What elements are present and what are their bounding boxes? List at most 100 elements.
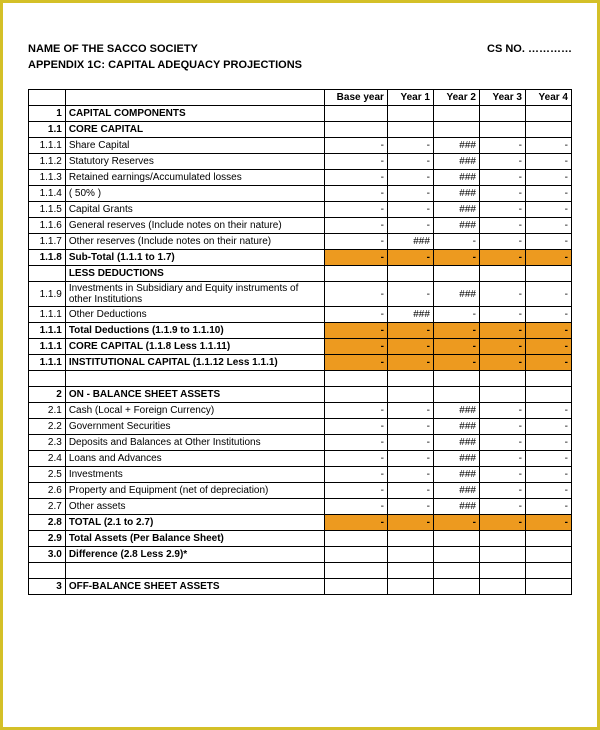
row-value xyxy=(324,387,387,403)
row-value xyxy=(387,122,433,138)
row-number: 1.1.1 xyxy=(29,339,66,355)
row-description: Government Securities xyxy=(65,419,324,435)
row-value: ### xyxy=(387,307,433,323)
table-row: 1.1.1Other Deductions-###--- xyxy=(29,307,572,323)
table-row: LESS DEDUCTIONS xyxy=(29,266,572,282)
row-value xyxy=(433,371,479,387)
table-row: 3.0 Difference (2.8 Less 2.9)* xyxy=(29,547,572,563)
row-description: Cash (Local + Foreign Currency) xyxy=(65,403,324,419)
table-body: 1CAPITAL COMPONENTS1.1CORE CAPITAL 1.1.1 S… xyxy=(29,106,572,595)
csno-label: CS NO. xyxy=(487,43,525,55)
row-value xyxy=(433,106,479,122)
row-value: ### xyxy=(433,170,479,186)
row-value: - xyxy=(387,218,433,234)
row-value xyxy=(324,579,387,595)
table-row: 2.3 Deposits and Balances at Other Insti… xyxy=(29,435,572,451)
row-value xyxy=(479,371,525,387)
row-value: - xyxy=(387,339,433,355)
row-value: - xyxy=(479,403,525,419)
table-row: 2.5Investments--###-- xyxy=(29,467,572,483)
row-description: ON - BALANCE SHEET ASSETS xyxy=(65,387,324,403)
table-row: 2.7Other assets--###-- xyxy=(29,499,572,515)
row-number: 2.6 xyxy=(29,483,66,499)
row-value: - xyxy=(324,403,387,419)
row-value: - xyxy=(324,250,387,266)
row-value xyxy=(479,387,525,403)
csno-dots: ………… xyxy=(528,43,572,55)
table-row: 1CAPITAL COMPONENTS xyxy=(29,106,572,122)
row-value: - xyxy=(324,355,387,371)
row-number xyxy=(29,266,66,282)
row-value: - xyxy=(387,435,433,451)
row-number: 1.1.1 xyxy=(29,355,66,371)
row-value: - xyxy=(324,515,387,531)
row-description: Share Capital xyxy=(65,138,324,154)
row-value: - xyxy=(324,186,387,202)
row-number: 2.4 xyxy=(29,451,66,467)
row-value: ### xyxy=(433,138,479,154)
row-value xyxy=(479,531,525,547)
row-value xyxy=(525,579,571,595)
row-value: - xyxy=(324,234,387,250)
row-value: - xyxy=(525,250,571,266)
row-value: - xyxy=(324,483,387,499)
table-row: 1.1CORE CAPITAL xyxy=(29,122,572,138)
row-description: Investments in Subsidiary and Equity ins… xyxy=(65,282,324,307)
row-value xyxy=(479,266,525,282)
row-value: ### xyxy=(433,467,479,483)
row-value: - xyxy=(324,138,387,154)
table-row xyxy=(29,563,572,579)
row-value xyxy=(433,579,479,595)
row-number: 1.1.1 xyxy=(29,307,66,323)
table-row: 2.2 Government Securities--###-- xyxy=(29,419,572,435)
row-value xyxy=(324,563,387,579)
row-value: ### xyxy=(433,282,479,307)
col-header-y4: Year 4 xyxy=(525,90,571,106)
row-value: - xyxy=(525,234,571,250)
col-header-y2: Year 2 xyxy=(433,90,479,106)
table-row: 1.1.7Other reserves (Include notes on th… xyxy=(29,234,572,250)
row-number: 1.1.2 xyxy=(29,154,66,170)
row-value xyxy=(525,547,571,563)
header-row-1: NAME OF THE SACCO SOCIETY CS NO. ………… xyxy=(28,43,572,55)
row-value: - xyxy=(525,515,571,531)
row-value: - xyxy=(387,323,433,339)
row-value xyxy=(324,106,387,122)
row-value xyxy=(479,106,525,122)
table-row: 1.1.8Sub-Total (1.1.1 to 1.7)----- xyxy=(29,250,572,266)
table-row: 1.1.9Investments in Subsidiary and Equit… xyxy=(29,282,572,307)
table-row: 2.8 TOTAL (2.1 to 2.7)----- xyxy=(29,515,572,531)
table-row: 2ON - BALANCE SHEET ASSETS xyxy=(29,387,572,403)
row-number: 1.1.4 xyxy=(29,186,66,202)
row-value: - xyxy=(324,202,387,218)
row-number: 2.7 xyxy=(29,499,66,515)
row-number xyxy=(29,563,66,579)
row-value: - xyxy=(324,154,387,170)
row-number: 1.1.1 xyxy=(29,323,66,339)
row-number: 2.8 xyxy=(29,515,66,531)
row-value xyxy=(525,387,571,403)
row-value: - xyxy=(479,499,525,515)
row-value: ### xyxy=(433,202,479,218)
row-value: - xyxy=(479,218,525,234)
row-value: - xyxy=(525,186,571,202)
row-value: - xyxy=(324,419,387,435)
row-value: - xyxy=(525,170,571,186)
row-value: - xyxy=(525,483,571,499)
row-value: - xyxy=(525,499,571,515)
society-name: NAME OF THE SACCO SOCIETY xyxy=(28,43,198,55)
row-value: - xyxy=(479,419,525,435)
row-value: - xyxy=(525,339,571,355)
row-number: 1 xyxy=(29,106,66,122)
table-row: 1.1.3Retained earnings/Accumulated losse… xyxy=(29,170,572,186)
row-value: - xyxy=(324,307,387,323)
row-value: ### xyxy=(433,499,479,515)
table-row: 1.1.1Total Deductions (1.1.9 to 1.1.10)-… xyxy=(29,323,572,339)
row-description: OFF-BALANCE SHEET ASSETS xyxy=(65,579,324,595)
table-row: 2.1 Cash (Local + Foreign Currency)--###… xyxy=(29,403,572,419)
row-description: Other reserves (Include notes on their n… xyxy=(65,234,324,250)
table-row: 1.1.1Share Capital--###-- xyxy=(29,138,572,154)
row-value: ### xyxy=(433,435,479,451)
row-value: - xyxy=(433,323,479,339)
row-value: - xyxy=(525,435,571,451)
